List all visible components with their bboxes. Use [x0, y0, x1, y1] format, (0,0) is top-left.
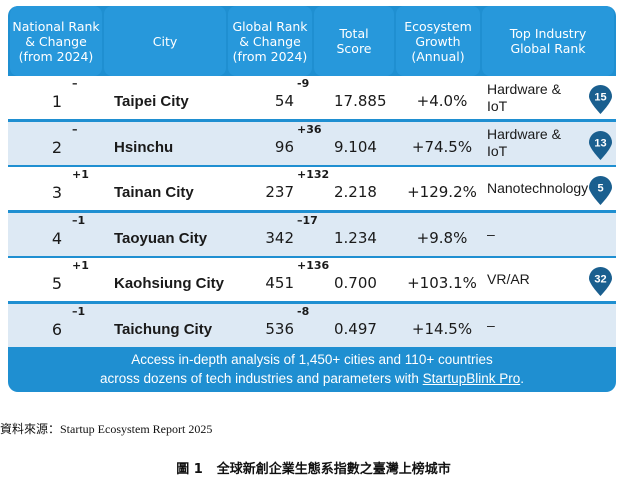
pin-rank-label: 13 [594, 137, 606, 149]
ranking-table: National Rank & Change (from 2024) City … [8, 6, 616, 392]
ecosystem-growth: +74.5% [411, 137, 473, 156]
header-top-industry: Top Industry Global Rank [482, 6, 614, 76]
header-ecosystem-growth: Ecosystem Growth (Annual) [396, 6, 480, 76]
promo-line-2-text: across dozens of tech industries and par… [100, 371, 423, 386]
national-rank: 5 [51, 274, 63, 293]
global-rank-change: –17 [297, 213, 318, 227]
global-rank: 237 [265, 183, 294, 201]
header-national-rank: National Rank & Change (from 2024) [10, 6, 102, 76]
table-row: 6 –1 Taichung City 536 -8 0.497 +14.5% – [8, 303, 616, 347]
global-rank-change: -8 [297, 304, 310, 318]
city-name: Taoyuan City [114, 229, 208, 247]
global-rank: 451 [265, 274, 294, 292]
table-row: 2– Hsinchu 96 +36 9.104 +74.5% Hardware & IoT 1… [8, 121, 616, 165]
figure-caption: 圖 1 全球新創企業生態系指數之臺灣上榜城市 [0, 458, 627, 477]
global-rank: 96 [274, 137, 294, 156]
national-rank-change: +1 [72, 168, 89, 181]
global-rank-change: +136 [297, 259, 330, 272]
startupblink-pro-link[interactable]: StartupBlink Pro [422, 371, 521, 386]
ecosystem-growth: +129.2% [407, 183, 477, 201]
national-rank: 6 [51, 319, 63, 339]
header-global-rank: Global Rank & Change (from 2024) [228, 6, 312, 76]
promo-line-1: Access in-depth analysis of 1,450+ citie… [131, 352, 493, 367]
global-rank: 342 [265, 228, 294, 247]
ecosystem-growth: +14.5% [411, 319, 473, 338]
top-industry: Hardware & IoT [487, 126, 561, 159]
industry-rank-pin-icon: 5 [588, 176, 613, 205]
national-rank: 2 [51, 137, 63, 157]
total-score: 2.218 [334, 183, 377, 201]
industry-rank-pin-icon: 13 [588, 130, 613, 160]
total-score: 9.104 [334, 137, 377, 156]
global-rank-change: +132 [297, 168, 330, 181]
national-rank-change: –1 [72, 304, 86, 318]
national-rank-change: –1 [72, 213, 86, 227]
table-row: 4 –1 Taoyuan City 342 –17 1.234 +9.8% – [8, 212, 616, 256]
figure-number: 圖 1 [176, 462, 203, 477]
pin-rank-label: 32 [594, 274, 606, 286]
ecosystem-growth: +4.0% [416, 92, 468, 110]
city-name: Taipei City [114, 93, 189, 110]
city-name: Kaohsiung City [114, 275, 225, 292]
figure-title: 全球新創企業生態系指數之臺灣上榜城市 [216, 462, 451, 477]
national-rank-change: – [72, 122, 78, 136]
top-industry: Hardware & IoT [487, 80, 561, 114]
top-industry: VR/AR [487, 271, 530, 287]
pin-rank-label: 5 [597, 183, 603, 195]
national-rank: 4 [51, 228, 63, 248]
industry-rank-pin-icon: 32 [588, 267, 613, 296]
map-pin-shape: 32 [589, 267, 612, 296]
top-industry: Nanotechnology [487, 180, 589, 196]
promo-line-2-end: . [520, 371, 524, 386]
map-pin-shape: 5 [589, 176, 612, 205]
industry-rank-pin-icon: 15 [588, 85, 613, 114]
global-rank: 54 [274, 92, 294, 110]
pin-rank-label: 15 [594, 92, 606, 104]
city-name: Hsinchu [114, 138, 174, 156]
total-score: 0.497 [334, 319, 377, 338]
national-rank-change: – [72, 77, 78, 90]
promo-footer: Access in-depth analysis of 1,450+ citie… [8, 346, 616, 392]
total-score: 1.234 [334, 228, 377, 247]
header-city: City [104, 6, 226, 76]
table-row: 5 +1 Kaohsiung City 451 +136 0.700 +103.1% VR/A… [8, 258, 616, 301]
global-rank-change: -9 [297, 77, 310, 90]
table-row: 1– Taipei City 54 -9 17.885 +4.0% Hardware & I… [8, 76, 616, 119]
header-total-score: Total Score [314, 6, 394, 76]
national-rank: 1 [51, 92, 63, 111]
national-rank: 3 [51, 183, 63, 202]
global-rank: 536 [265, 319, 294, 338]
promo-line-2: across dozens of tech industries and par… [8, 369, 616, 388]
national-rank-change: +1 [72, 259, 89, 272]
ecosystem-growth: +9.8% [416, 228, 468, 247]
city-name: Tainan City [114, 184, 194, 201]
total-score: 0.700 [334, 274, 377, 292]
city-name: Taichung City [114, 320, 213, 338]
map-pin-shape: 15 [589, 85, 612, 114]
total-score: 17.885 [334, 92, 387, 110]
map-pin-shape: 13 [589, 130, 612, 160]
table-row: 3 +1 Tainan City 237 +132 2.218 +129.2% Nanotec… [8, 167, 616, 210]
source-note: 資料來源：Startup Ecosystem Report 2025 [0, 422, 213, 436]
global-rank-change: +36 [297, 122, 322, 136]
top-industry: – [487, 225, 495, 242]
top-industry: – [487, 316, 495, 333]
ecosystem-growth: +103.1% [407, 274, 477, 292]
